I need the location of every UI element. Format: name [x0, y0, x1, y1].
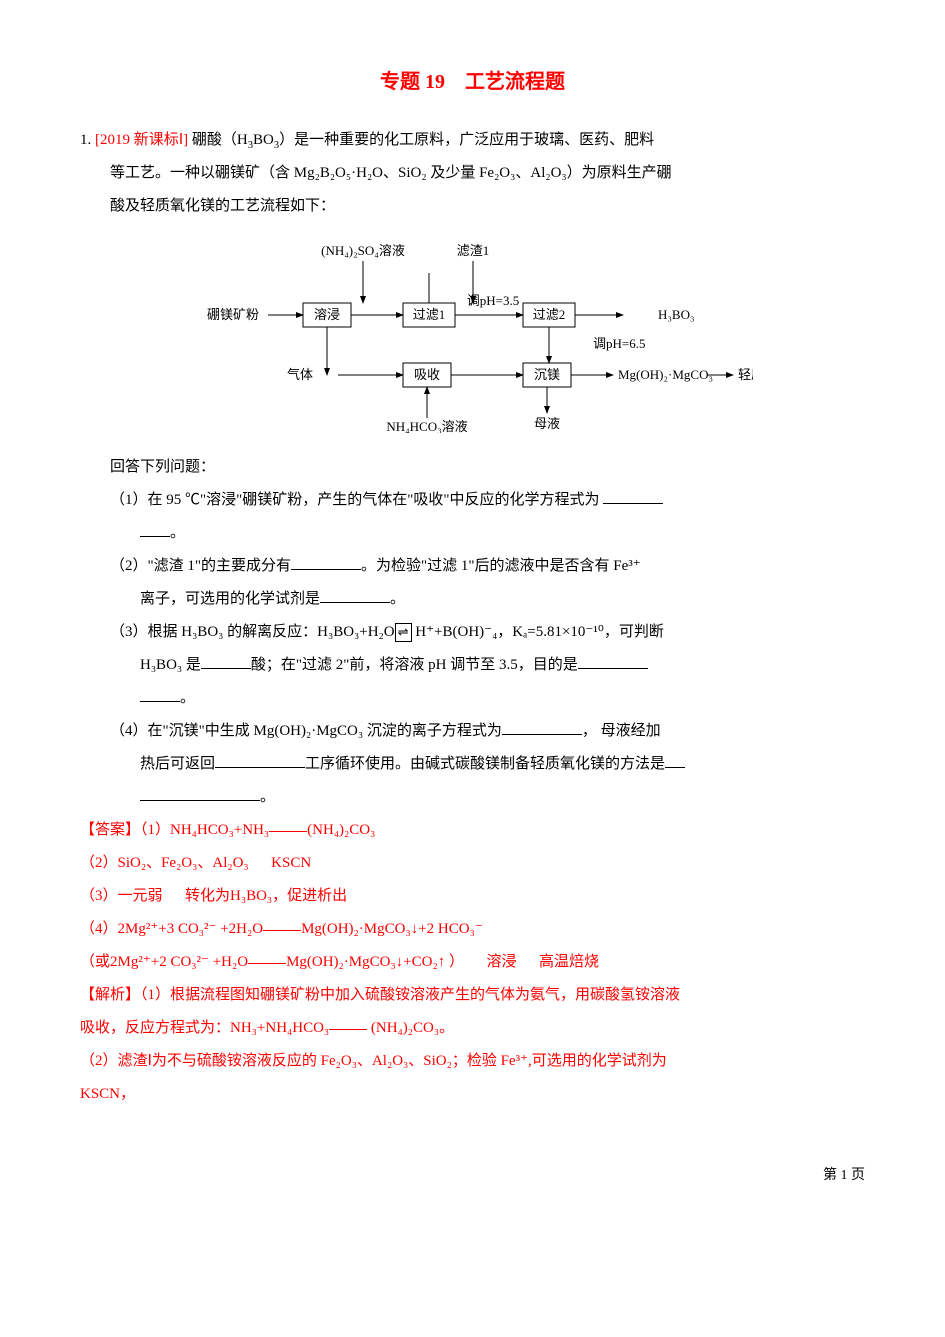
svg-text:Mg(OH)₂·MgCO₃: Mg(OH)₂·MgCO₃: [618, 367, 713, 382]
q-number: 1.: [80, 132, 91, 148]
blank: [320, 587, 390, 603]
sub-q1: （1）在 95 ℃"溶浸"硼镁矿粉，产生的气体在"吸收"中反应的化学方程式为: [110, 484, 865, 517]
svg-text:调pH=6.5: 调pH=6.5: [593, 336, 645, 351]
svg-text:母液: 母液: [533, 416, 559, 431]
blank: [140, 686, 180, 702]
q-intro-b: BO: [253, 132, 274, 148]
answer-prompt: 回答下列问题：: [110, 451, 865, 484]
q-intro-a: 硼酸（H: [192, 132, 248, 148]
ans1b: (NH₄)₂CO₃: [307, 822, 375, 838]
q-intro-line3: 酸及轻质氧化镁的工艺流程如下：: [110, 190, 865, 223]
page-title: 专题 19 工艺流程题: [80, 60, 865, 104]
s4e: 。: [260, 789, 275, 805]
blank: [215, 752, 305, 768]
s4d: 工序循环使用。由碱式碳酸镁制备轻质氧化镁的方法是: [305, 756, 665, 772]
s2d: 。: [390, 591, 405, 607]
s3a: （3）根据 H₃BO₃ 的解离反应：H₃BO₃+H₂O: [110, 624, 395, 640]
ans2a: （2）SiO₂、Fe₂O₃、Al₂O₃: [80, 855, 249, 871]
ans3b: 转化为H₃BO₃，促进析出: [185, 888, 347, 904]
answer-l2: （2）SiO₂、Fe₂O₃、Al₂O₃ KSCN: [80, 847, 865, 880]
answer-l1: 【答案】（1）NH₄HCO₃+NH₃ (NH₄)₂CO₃: [80, 814, 865, 847]
ans5d: 高温焙烧: [539, 954, 599, 970]
ans4a: （4）2Mg²⁺+3 CO₃²⁻ +2H₂O: [80, 921, 263, 937]
q-intro-line2: 等工艺。一种以硼镁矿（含 Mg₂B₂O₅·H₂O、SiO₂ 及少量 Fe₂O₃、…: [110, 157, 865, 190]
blank: [502, 719, 582, 735]
svg-text:调pH=3.5: 调pH=3.5: [466, 293, 518, 308]
blank: [578, 653, 648, 669]
svg-text:(NH₄)₂SO₄溶液: (NH₄)₂SO₄溶液: [321, 243, 405, 258]
blank: [140, 521, 170, 537]
blank: [603, 488, 663, 504]
blank: [201, 653, 251, 669]
blank: [140, 785, 260, 801]
ans5b: Mg(OH)₂·MgCO₃↓+CO₂↑ ）: [286, 954, 464, 970]
svg-text:轻质氧化镁: 轻质氧化镁: [738, 367, 753, 382]
exp1: （1）根据流程图知硼镁矿粉中加入硫酸铵溶液产生的气体为氨气，用碳酸氢铵溶液: [140, 987, 680, 1003]
explain-l4: KSCN，: [80, 1078, 865, 1111]
answer-l5: （或2Mg²⁺+2 CO₃²⁻ +H₂O Mg(OH)₂·MgCO₃↓+CO₂↑ …: [80, 946, 865, 979]
page-footer: 第 1 页: [80, 1161, 865, 1192]
s2a: （2）"滤渣 1"的主要成分有: [110, 558, 291, 574]
answer-l4: （4）2Mg²⁺+3 CO₃²⁻ +2H₂O Mg(OH)₂·MgCO₃↓+2 H…: [80, 913, 865, 946]
sub-q3-l1: （3）根据 H₃BO₃ 的解离反应：H₃BO₃+H₂O⇌ H⁺+B(OH)⁻₄，…: [110, 616, 865, 649]
ans3a: （3）一元弱: [80, 888, 163, 904]
s4a: （4）在"沉镁"中生成 Mg(OH)₂·MgCO₃ 沉淀的离子方程式为: [110, 723, 502, 739]
sub-q3-l2: H₃BO₃ 是 酸；在"过滤 2"前，将溶液 pH 调节至 3.5，目的是: [140, 649, 865, 682]
svg-text:溶浸: 溶浸: [313, 307, 339, 322]
s2c: 离子，可选用的化学试剂是: [140, 591, 320, 607]
svg-text:H₃BO₃: H₃BO₃: [658, 307, 695, 322]
sub-q3-l3: 。: [140, 682, 865, 715]
s1-tail: 。: [140, 517, 865, 550]
s1-text: （1）在 95 ℃"溶浸"硼镁矿粉，产生的气体在"吸收"中反应的化学方程式为: [110, 492, 603, 508]
s3b: H⁺+B(OH)⁻₄，Kₐ=5.81×10⁻¹⁰，可判断: [412, 624, 664, 640]
ans5a: （或2Mg²⁺+2 CO₃²⁻ +H₂O: [80, 954, 248, 970]
q-intro-c: ）是一种重要的化工原料，广泛应用于玻璃、医药、肥料: [279, 132, 654, 148]
sub-q4-l3: 。: [140, 781, 865, 814]
svg-text:吸收: 吸收: [413, 367, 439, 382]
sub-q4-l1: （4）在"沉镁"中生成 Mg(OH)₂·MgCO₃ 沉淀的离子方程式为 ， 母液经…: [110, 715, 865, 748]
explain-l2: 吸收，反应方程式为：NH₃+NH₄HCO₃ (NH₄)₂CO₃。: [80, 1012, 865, 1045]
exp2a: 吸收，反应方程式为：NH₃+NH₄HCO₃: [80, 1020, 329, 1036]
sub-q2-l1: （2）"滤渣 1"的主要成分有 。为检验"过滤 1"后的滤液中是否含有 Fe³⁺: [110, 550, 865, 583]
svg-text:过滤2: 过滤2: [532, 307, 565, 322]
explain-l3: （2）滤渣Ⅰ为不与硫酸铵溶液反应的 Fe₂O₃、Al₂O₃、SiO₂；检验 Fe…: [80, 1045, 865, 1078]
s3d: 酸；在"过滤 2"前，将溶液 pH 调节至 3.5，目的是: [251, 657, 578, 673]
answer-l3: （3）一元弱 转化为H₃BO₃，促进析出: [80, 880, 865, 913]
ans4b: Mg(OH)₂·MgCO₃↓+2 HCO₃⁻: [301, 921, 483, 937]
answer-head: 【答案】: [80, 822, 140, 838]
s4c: 热后可返回: [140, 756, 215, 772]
svg-text:NH₄HCO₃溶液: NH₄HCO₃溶液: [386, 419, 467, 433]
svg-text:硼镁矿粉: 硼镁矿粉: [206, 307, 258, 322]
explain-head: 【解析】: [80, 987, 140, 1003]
svg-text:沉镁: 沉镁: [533, 367, 559, 382]
equilibrium-icon: ⇌: [395, 623, 412, 642]
sub-q2-l2: 离子，可选用的化学试剂是 。: [140, 583, 865, 616]
ans2b: KSCN: [271, 855, 311, 871]
question-intro: 1. [2019 新课标Ⅰ] 硼酸（H3BO3）是一种重要的化工原料，广泛应用于…: [80, 124, 865, 157]
exp2b: (NH₄)₂CO₃。: [367, 1020, 454, 1036]
s4b: ， 母液经加: [582, 723, 661, 739]
s1-period: 。: [170, 525, 185, 541]
blank: [291, 554, 361, 570]
s3c: H₃BO₃ 是: [140, 657, 201, 673]
svg-text:气体: 气体: [286, 367, 312, 382]
blank: [665, 752, 685, 768]
flowchart: (NH₄)₂SO₄溶液 滤渣1 硼镁矿粉 溶浸 过滤1 调pH=3.5 过滤2 H₃BO₃ 调p…: [80, 233, 865, 433]
ans5c: 溶浸: [486, 954, 516, 970]
explain-l1: 【解析】（1）根据流程图知硼镁矿粉中加入硫酸铵溶液产生的气体为氨气，用碳酸氢铵溶…: [80, 979, 865, 1012]
ans1a: （1）NH₄HCO₃+NH₃: [140, 822, 269, 838]
svg-text:滤渣1: 滤渣1: [456, 243, 489, 258]
q-source: [2019 新课标Ⅰ]: [95, 132, 188, 148]
svg-text:过滤1: 过滤1: [412, 307, 445, 322]
s2b: 。为检验"过滤 1"后的滤液中是否含有 Fe³⁺: [361, 558, 641, 574]
sub-q4-l2: 热后可返回 工序循环使用。由碱式碳酸镁制备轻质氧化镁的方法是: [140, 748, 865, 781]
s3e: 。: [180, 690, 195, 706]
